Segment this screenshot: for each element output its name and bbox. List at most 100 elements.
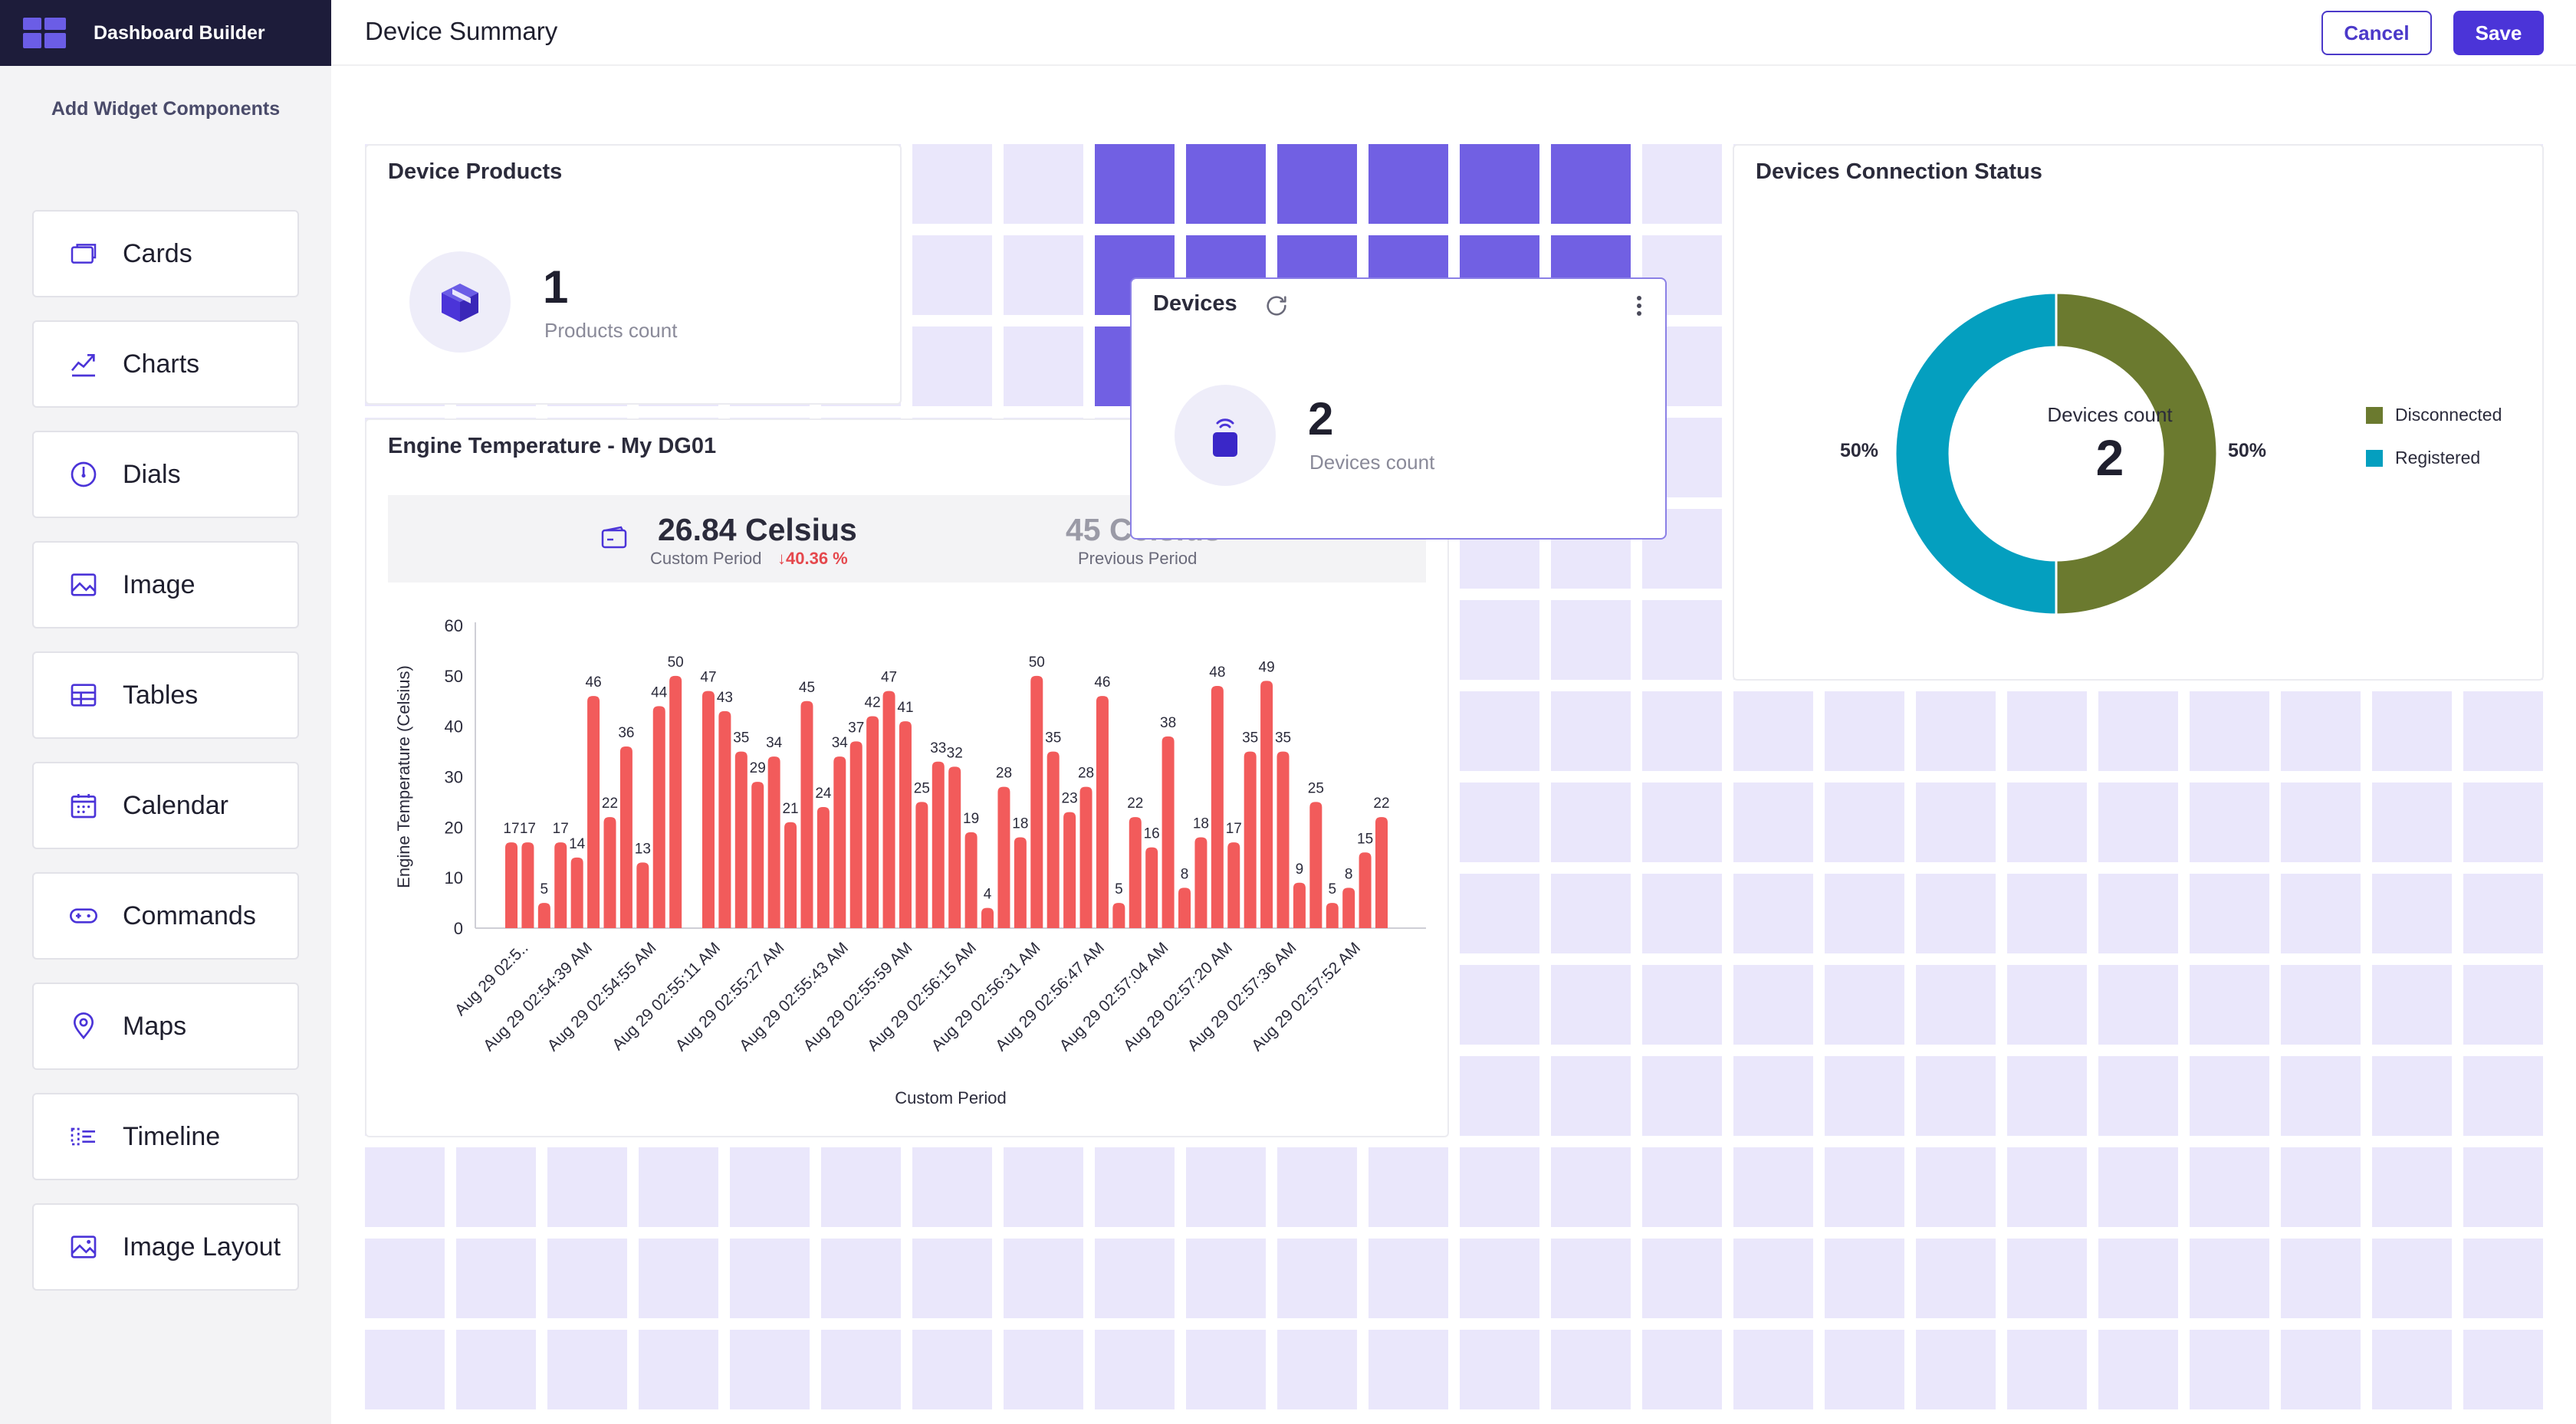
widget-item-charts[interactable]: Charts: [32, 320, 299, 408]
grid-cell: [1825, 965, 1904, 1045]
sidebar-subtitle: Add Widget Components: [51, 98, 281, 120]
bar-value-label: 17: [1226, 821, 1242, 837]
bar: [537, 903, 550, 928]
grid-cell: [1095, 1147, 1175, 1227]
grid-cell: [1004, 1330, 1083, 1409]
refresh-icon[interactable]: [1263, 293, 1290, 319]
grid-cell: [456, 1330, 536, 1409]
grid-cell: [912, 1239, 992, 1318]
grid-cell: [1642, 783, 1722, 862]
grid-cell: [1004, 235, 1083, 315]
bar-value-label: 25: [914, 780, 930, 796]
bar: [948, 766, 961, 928]
widget-component-list: Cards Charts Dials Image Tables Calendar Comma…: [32, 210, 299, 1314]
bar: [1211, 686, 1224, 928]
widget-item-commands[interactable]: Commands: [32, 872, 299, 960]
grid-cell: [2463, 691, 2543, 771]
timeline-icon: [66, 1119, 101, 1154]
bar: [1309, 802, 1322, 928]
donut-right-percent: 50%: [2228, 440, 2267, 461]
grid-cell: [2190, 1330, 2269, 1409]
cancel-button[interactable]: Cancel: [2321, 11, 2432, 55]
bar: [1293, 882, 1306, 928]
widget-item-cards[interactable]: Cards: [32, 210, 299, 297]
legend-item-disconnected[interactable]: Disconnected: [2366, 405, 2502, 425]
image-layout-icon: [66, 1229, 101, 1265]
widget-item-label: Maps: [123, 1011, 187, 1041]
image-icon: [66, 567, 101, 602]
grid-cell: [2372, 1056, 2452, 1136]
x-tick-label: Aug 29 02:55:27 AM: [672, 939, 788, 1055]
bar: [1194, 837, 1208, 928]
widget-item-maps[interactable]: Maps: [32, 983, 299, 1070]
bar-value-label: 33: [930, 740, 946, 756]
widget-item-dials[interactable]: Dials: [32, 431, 299, 518]
bar-value-label: 36: [618, 725, 634, 741]
grid-cell: [1733, 691, 1813, 771]
grid-cell: [1642, 1147, 1722, 1227]
legend-label: Disconnected: [2395, 405, 2502, 425]
save-button[interactable]: Save: [2453, 11, 2544, 55]
widget-item-image-layout[interactable]: Image Layout: [32, 1203, 299, 1291]
devices-widget[interactable]: Devices 2 Devices count: [1130, 277, 1667, 540]
bar-value-label: 17: [520, 821, 536, 837]
bar-value-label: 35: [1242, 730, 1258, 746]
grid-cell: [2098, 1330, 2178, 1409]
bar-value-label: 41: [897, 700, 913, 716]
legend-item-registered[interactable]: Registered: [2366, 448, 2480, 468]
grid-cell: [1460, 1056, 1539, 1136]
bar-value-label: 5: [540, 881, 549, 897]
widget-item-tables[interactable]: Tables: [32, 651, 299, 739]
bar-value-label: 16: [1144, 826, 1160, 842]
donut-slice-registered[interactable]: [1894, 291, 2058, 616]
grid-cell: [1825, 1056, 1904, 1136]
grid-cell: [1095, 1239, 1175, 1318]
app-title: Dashboard Builder: [94, 21, 265, 44]
donut-slice-disconnected[interactable]: [2055, 291, 2219, 616]
device-products-widget[interactable]: Device Products 1 Products count: [365, 144, 902, 405]
widget-item-label: Dials: [123, 459, 181, 489]
grid-cell: [1642, 965, 1722, 1045]
grid-cell: [365, 1239, 445, 1318]
grid-cell: [1733, 874, 1813, 953]
grid-cell: [1460, 1330, 1539, 1409]
widget-item-calendar[interactable]: Calendar: [32, 762, 299, 849]
bar: [866, 716, 879, 928]
grid-cell: [456, 1147, 536, 1227]
more-options-icon[interactable]: [1635, 293, 1644, 319]
grid-cell: [1460, 600, 1539, 680]
wallet-icon: [601, 526, 627, 549]
bar: [1178, 888, 1191, 928]
bar: [1129, 817, 1142, 928]
bar-value-label: 43: [717, 690, 733, 706]
device-icon: [1175, 385, 1276, 486]
bar-value-label: 37: [848, 720, 864, 736]
widget-title: Device Products: [388, 159, 563, 184]
widget-item-image[interactable]: Image: [32, 541, 299, 628]
table-icon: [66, 678, 101, 713]
grid-cell: [2281, 1239, 2361, 1318]
grid-cell: [2190, 1147, 2269, 1227]
bar-value-label: 35: [1275, 730, 1291, 746]
bar: [636, 862, 649, 928]
bar-value-label: 46: [1094, 674, 1110, 691]
grid-cell: [1551, 691, 1631, 771]
x-tick-label: Aug 29 02:54:55 AM: [544, 939, 660, 1055]
grid-cell: [1642, 144, 1722, 224]
grid-cell: [1368, 1147, 1448, 1227]
grid-cell: [1733, 965, 1813, 1045]
grid-cell: [2372, 783, 2452, 862]
grid-cell: [1551, 965, 1631, 1045]
bar: [784, 822, 797, 928]
y-tick-label: 60: [445, 616, 463, 635]
engine-temperature-widget[interactable]: Engine Temperature - My DG01 26.84 Celsi…: [365, 418, 1449, 1137]
bar: [570, 857, 583, 928]
grid-cell: [1368, 144, 1448, 224]
widget-item-timeline[interactable]: Timeline: [32, 1093, 299, 1180]
grid-cell: [912, 1147, 992, 1227]
connection-status-widget[interactable]: Devices Connection Status Devices count …: [1733, 144, 2544, 681]
grid-cell: [1460, 1239, 1539, 1318]
map-pin-icon: [66, 1009, 101, 1044]
grid-cell: [2463, 1147, 2543, 1227]
